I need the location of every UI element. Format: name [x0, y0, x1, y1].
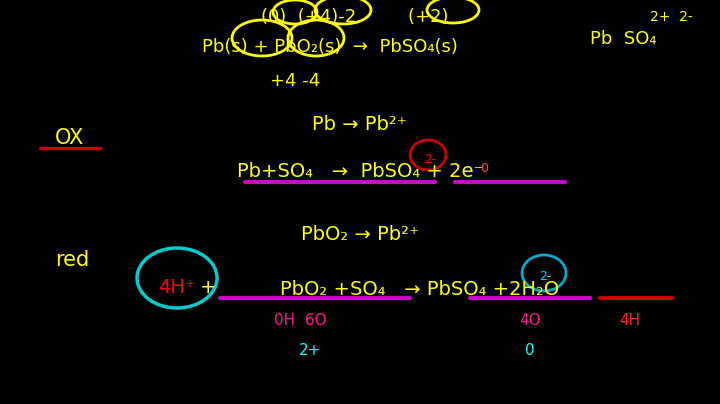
Text: 2+  2-: 2+ 2-	[650, 10, 693, 24]
Text: red: red	[55, 250, 89, 270]
Text: OX: OX	[55, 128, 84, 148]
Text: 2-: 2-	[539, 270, 552, 283]
Text: 0: 0	[480, 162, 488, 175]
Text: 0: 0	[525, 343, 535, 358]
Text: 0H  6O: 0H 6O	[274, 313, 326, 328]
Text: Pb(s) + PbO₂(s)  →  PbSO₄(s): Pb(s) + PbO₂(s) → PbSO₄(s)	[202, 38, 458, 56]
Text: 4O: 4O	[519, 313, 541, 328]
Text: 4H: 4H	[619, 313, 641, 328]
Text: 2+: 2+	[299, 343, 321, 358]
Text: +4 -4: +4 -4	[270, 72, 320, 90]
Text: +: +	[199, 278, 216, 297]
Text: Pb+SO₄   →  PbSO₄ + 2e⁻: Pb+SO₄ → PbSO₄ + 2e⁻	[237, 162, 483, 181]
Text: Pb → Pb²⁺: Pb → Pb²⁺	[312, 115, 408, 134]
Text: 2-: 2-	[424, 153, 436, 166]
Text: PbO₂ → Pb²⁺: PbO₂ → Pb²⁺	[301, 225, 419, 244]
Text: Pb  SO₄: Pb SO₄	[590, 30, 657, 48]
Text: PbO₂ +SO₄   → PbSO₄ +2H₂O: PbO₂ +SO₄ → PbSO₄ +2H₂O	[280, 280, 559, 299]
Text: 4H⁺: 4H⁺	[158, 278, 196, 297]
Text: (0)  (+4)-2         (+2): (0) (+4)-2 (+2)	[261, 8, 449, 26]
